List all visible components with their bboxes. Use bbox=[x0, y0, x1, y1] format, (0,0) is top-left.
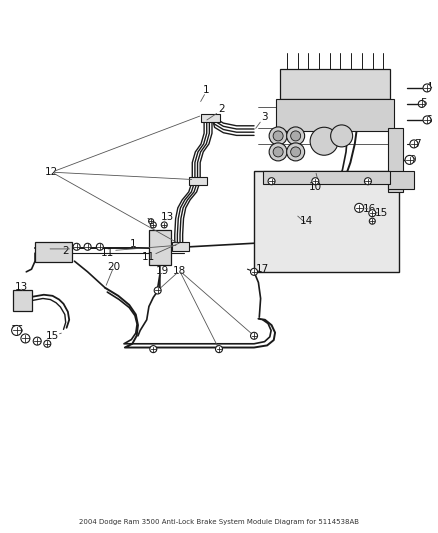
Text: 5: 5 bbox=[420, 98, 427, 108]
Bar bbox=[254, 171, 399, 272]
Circle shape bbox=[423, 116, 431, 124]
Text: 12: 12 bbox=[45, 167, 58, 177]
Circle shape bbox=[410, 140, 418, 148]
Text: 2: 2 bbox=[62, 246, 69, 255]
Bar bbox=[149, 230, 171, 265]
Circle shape bbox=[273, 131, 283, 141]
Circle shape bbox=[273, 147, 283, 157]
Text: 2004 Dodge Ram 3500 Anti-Lock Brake System Module Diagram for 5114538AB: 2004 Dodge Ram 3500 Anti-Lock Brake Syst… bbox=[79, 519, 359, 525]
Circle shape bbox=[291, 131, 300, 141]
Text: 15: 15 bbox=[46, 331, 59, 341]
Text: 17: 17 bbox=[256, 264, 269, 274]
Circle shape bbox=[312, 177, 319, 185]
Text: 16: 16 bbox=[363, 204, 376, 214]
Text: 4: 4 bbox=[426, 82, 433, 92]
Text: 1: 1 bbox=[202, 85, 209, 94]
Text: 16: 16 bbox=[11, 326, 24, 335]
Text: 11: 11 bbox=[141, 253, 155, 262]
Text: 9: 9 bbox=[409, 155, 416, 165]
Circle shape bbox=[150, 222, 156, 228]
Circle shape bbox=[21, 334, 30, 343]
Bar bbox=[263, 171, 390, 184]
Text: 19: 19 bbox=[155, 266, 169, 276]
Text: 18: 18 bbox=[173, 266, 186, 276]
Text: 7: 7 bbox=[413, 139, 420, 149]
Text: 6: 6 bbox=[425, 115, 432, 125]
Circle shape bbox=[369, 218, 375, 224]
Circle shape bbox=[251, 332, 258, 340]
Circle shape bbox=[286, 127, 305, 145]
Circle shape bbox=[269, 143, 287, 161]
Bar bbox=[388, 128, 403, 192]
Text: 20: 20 bbox=[107, 262, 120, 271]
Bar bbox=[201, 114, 220, 122]
Bar bbox=[35, 242, 72, 262]
Text: 1: 1 bbox=[130, 239, 137, 249]
Text: 13: 13 bbox=[161, 213, 174, 222]
Text: 3: 3 bbox=[261, 112, 268, 122]
Circle shape bbox=[44, 340, 51, 348]
Circle shape bbox=[291, 147, 300, 157]
Bar bbox=[189, 177, 207, 185]
Circle shape bbox=[73, 243, 80, 251]
Circle shape bbox=[355, 204, 364, 212]
Circle shape bbox=[286, 143, 305, 161]
Text: 10: 10 bbox=[309, 182, 322, 191]
Circle shape bbox=[369, 209, 376, 217]
Circle shape bbox=[150, 345, 157, 353]
Circle shape bbox=[96, 243, 103, 251]
Circle shape bbox=[33, 337, 41, 345]
Bar bbox=[388, 171, 414, 189]
Circle shape bbox=[269, 127, 287, 145]
Bar bbox=[172, 242, 189, 251]
Circle shape bbox=[251, 268, 258, 276]
Circle shape bbox=[215, 345, 223, 353]
Text: 2: 2 bbox=[218, 104, 225, 114]
Circle shape bbox=[12, 326, 21, 335]
Circle shape bbox=[154, 287, 161, 294]
Text: 15: 15 bbox=[375, 208, 389, 218]
Circle shape bbox=[331, 125, 353, 147]
Circle shape bbox=[161, 222, 167, 228]
Bar bbox=[13, 290, 32, 311]
Circle shape bbox=[148, 219, 154, 224]
Circle shape bbox=[364, 177, 371, 185]
Circle shape bbox=[405, 156, 414, 164]
Text: 13: 13 bbox=[15, 282, 28, 292]
Bar bbox=[276, 99, 394, 131]
Circle shape bbox=[84, 243, 91, 251]
Circle shape bbox=[310, 127, 338, 155]
Text: 14: 14 bbox=[300, 216, 313, 226]
Text: 11: 11 bbox=[101, 248, 114, 257]
Bar bbox=[280, 69, 390, 99]
Circle shape bbox=[268, 177, 275, 185]
Circle shape bbox=[423, 84, 431, 92]
Circle shape bbox=[418, 100, 425, 108]
